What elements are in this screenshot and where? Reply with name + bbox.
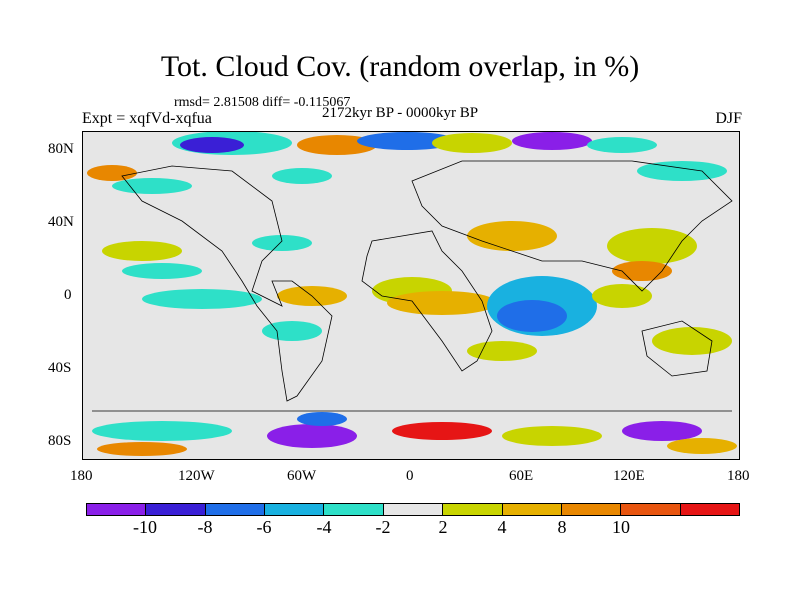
lat-label-0: 0 <box>64 287 72 303</box>
colorbar-cell <box>324 504 384 515</box>
coastlines <box>92 160 733 412</box>
colorbar-label: -8 <box>197 517 213 537</box>
colorbar-cell <box>265 504 325 515</box>
colorbar-cell <box>205 504 266 515</box>
colorbar-label: -4 <box>316 517 332 537</box>
lon-label-60w: 60W <box>287 468 317 484</box>
colorbar-cell <box>146 504 206 515</box>
colorbar-cell <box>87 504 147 515</box>
lat-label-80s: 80S <box>48 433 72 449</box>
colorbar-cell <box>561 504 622 515</box>
lon-label-0: 0 <box>406 468 414 484</box>
colorbar-label: -2 <box>375 517 391 537</box>
anomaly-shading <box>87 131 737 456</box>
season-label: DJF <box>715 110 742 127</box>
lat-label-80n: 80N <box>48 141 74 157</box>
cloud-cover-map <box>82 131 740 460</box>
period-text: 2172kyr BP - 0000kyr BP <box>321 105 479 121</box>
map-frame <box>82 131 740 460</box>
colorbar-label: 2 <box>438 517 448 537</box>
stats-text: rmsd= 2.81508 diff= -0.115067 <box>174 95 351 110</box>
colorbar <box>86 503 740 516</box>
map-title: Tot. Cloud Cov. (random overlap, in %) <box>160 50 640 83</box>
colorbar-label: -10 <box>133 517 157 537</box>
experiment-label: Expt = xqfVd-xqfua <box>82 110 212 127</box>
colorbar-label: 4 <box>497 517 507 537</box>
colorbar-label: 8 <box>557 517 567 537</box>
colorbar-label: -6 <box>256 517 272 537</box>
colorbar-cell <box>443 504 503 515</box>
lon-label-60e: 60E <box>509 468 534 484</box>
lon-label-180e: 180 <box>727 468 750 484</box>
colorbar-label: 10 <box>612 517 630 537</box>
colorbar-cell <box>383 504 444 515</box>
lat-label-40s: 40S <box>48 360 72 376</box>
lon-label-180w: 180 <box>70 468 93 484</box>
colorbar-cell <box>502 504 562 515</box>
lon-label-120w: 120W <box>178 468 215 484</box>
colorbar-cell <box>680 504 739 515</box>
lat-label-40n: 40N <box>48 214 74 230</box>
colorbar-cell <box>621 504 681 515</box>
lon-label-120e: 120E <box>613 468 645 484</box>
